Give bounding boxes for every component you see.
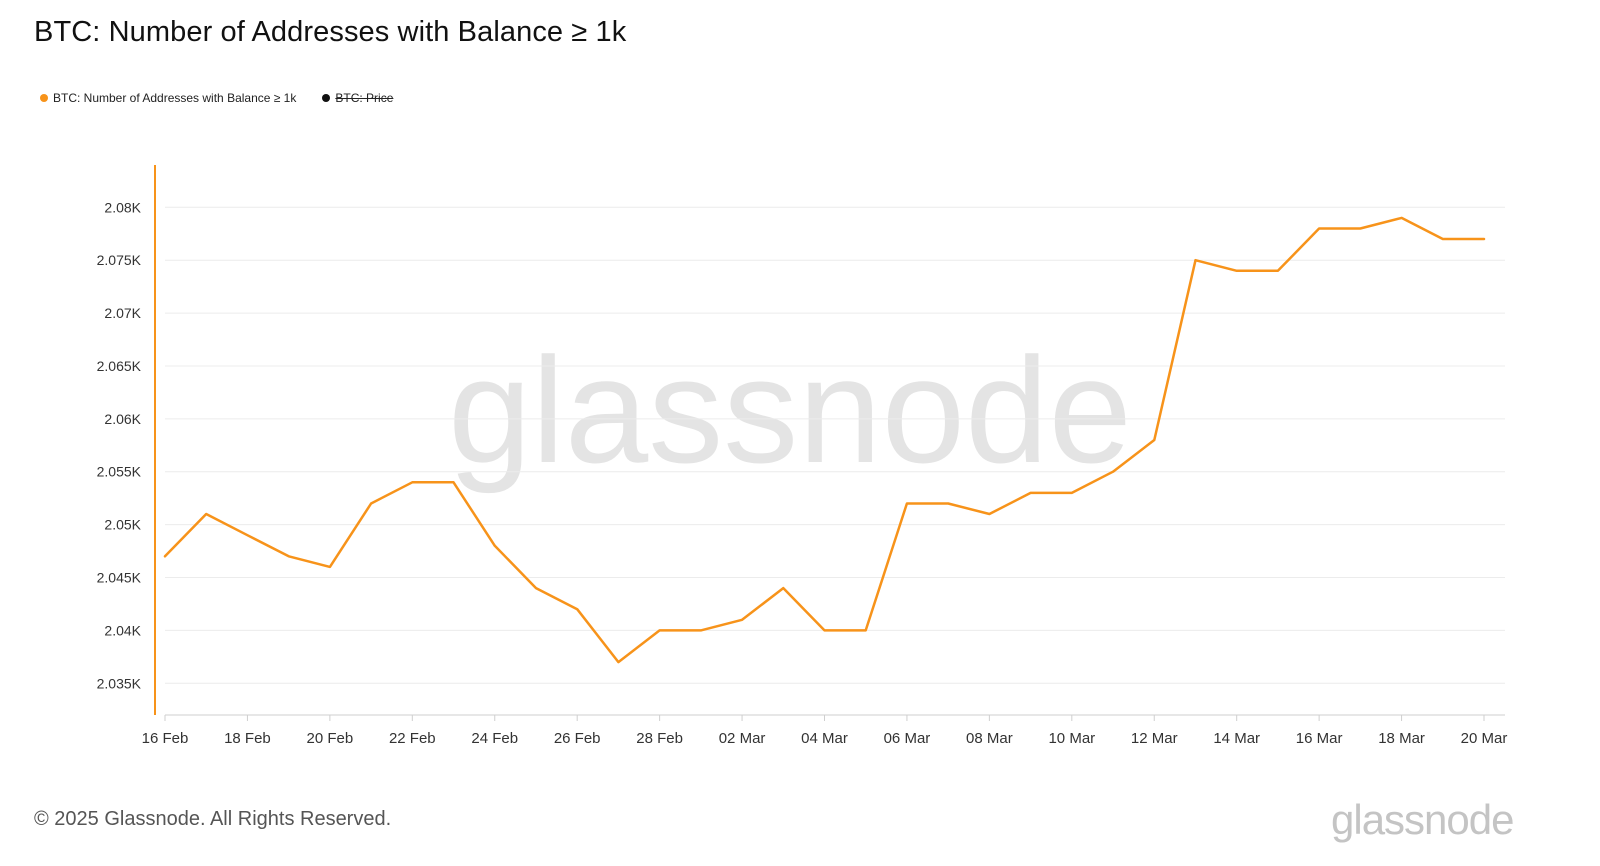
x-tick-label: 16 Feb [142, 730, 189, 747]
x-tick-label: 26 Feb [554, 730, 601, 747]
legend-item-price[interactable]: BTC: Price [322, 91, 393, 105]
legend-dot-orange-icon [40, 94, 48, 102]
x-tick-label: 20 Feb [307, 730, 354, 747]
y-tick-label: 2.045K [97, 570, 142, 586]
y-tick-label: 2.08K [104, 199, 141, 215]
x-tick-label: 24 Feb [471, 730, 518, 747]
x-tick-label: 10 Mar [1048, 730, 1095, 747]
legend-dot-black-icon [322, 94, 331, 102]
x-tick-label: 08 Mar [966, 730, 1013, 747]
watermark: glassnode [448, 326, 1132, 494]
x-tick-label: 18 Mar [1378, 730, 1425, 747]
x-tick-label: 20 Mar [1461, 730, 1508, 747]
y-tick-label: 2.07K [104, 305, 141, 321]
glassnode-logo: glassnode [1331, 796, 1514, 843]
x-tick-label: 02 Mar [719, 730, 766, 747]
y-tick-label: 2.055K [97, 464, 142, 480]
legend-label-addresses: BTC: Number of Addresses with Balance ≥ … [53, 91, 297, 105]
y-tick-label: 2.075K [97, 252, 142, 268]
y-tick-label: 2.04K [104, 622, 141, 638]
copyright-text: © 2025 Glassnode. All Rights Reserved. [34, 808, 392, 830]
x-tick-label: 12 Mar [1131, 730, 1178, 747]
y-tick-label: 2.06K [104, 411, 141, 427]
x-tick-label: 06 Mar [884, 730, 931, 747]
legend-item-addresses[interactable]: BTC: Number of Addresses with Balance ≥ … [40, 91, 296, 105]
x-tick-label: 28 Feb [636, 730, 683, 747]
x-tick-label: 16 Mar [1296, 730, 1343, 747]
x-tick-label: 22 Feb [389, 730, 436, 747]
series-line [163, 216, 1486, 664]
x-tick-label: 18 Feb [224, 730, 271, 747]
y-tick-label: 2.065K [97, 358, 142, 374]
legend-label-price: BTC: Price [335, 91, 394, 105]
legend: BTC: Number of Addresses with Balance ≥ … [40, 91, 393, 105]
x-tick-label: 14 Mar [1213, 730, 1260, 747]
y-tick-label: 2.05K [104, 517, 141, 533]
chart-title: BTC: Number of Addresses with Balance ≥ … [34, 16, 627, 48]
x-tick-label: 04 Mar [801, 730, 848, 747]
y-tick-label: 2.035K [97, 675, 142, 691]
